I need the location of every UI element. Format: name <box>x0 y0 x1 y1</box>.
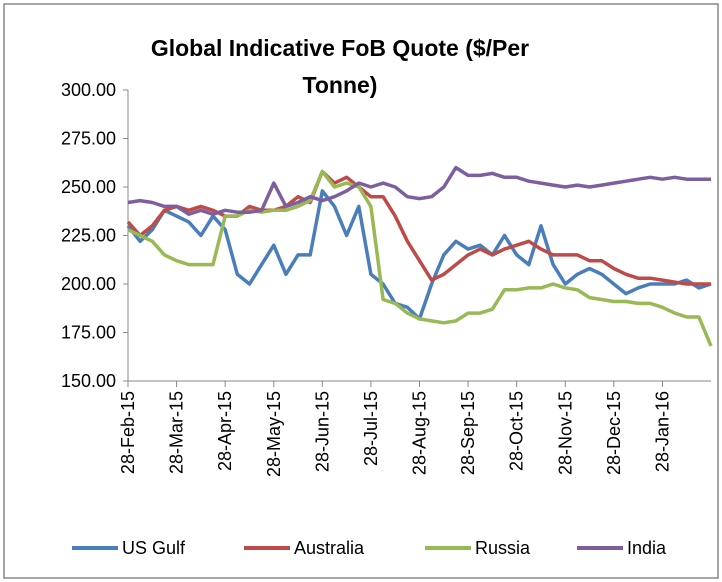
x-tick-label: 28-Nov-15 <box>555 391 575 475</box>
x-tick-label: 28-May-15 <box>264 391 284 477</box>
x-tick-label: 28-Apr-15 <box>215 391 235 471</box>
legend-label: Australia <box>294 538 365 558</box>
legend-label: India <box>627 538 667 558</box>
x-tick-label: 28-Jun-15 <box>312 391 332 472</box>
x-tick-label: 28-Sep-15 <box>458 391 478 475</box>
y-tick-label: 200.00 <box>61 274 116 294</box>
x-tick-label: 28-Jan-16 <box>652 391 672 472</box>
y-tick-label: 275.00 <box>61 129 116 149</box>
x-tick-label: 28-Jul-15 <box>361 391 381 466</box>
legend-label: US Gulf <box>122 538 186 558</box>
y-tick-label: 175.00 <box>61 323 116 343</box>
x-tick-label: 28-Aug-15 <box>410 391 430 475</box>
x-tick-label: 28-Mar-15 <box>167 391 187 474</box>
y-tick-label: 150.00 <box>61 371 116 391</box>
y-tick-label: 250.00 <box>61 177 116 197</box>
chart-frame <box>3 3 719 579</box>
chart-title: Global Indicative FoB Quote ($/Per Tonne… <box>150 35 530 98</box>
x-tick-label: 28-Dec-15 <box>604 391 624 475</box>
x-tick-label: 28-Feb-15 <box>118 391 138 474</box>
x-tick-label: 28-Oct-15 <box>507 391 527 471</box>
legend-label: Russia <box>475 538 531 558</box>
y-tick-label: 225.00 <box>61 226 116 246</box>
series-line <box>127 165 711 216</box>
y-tick-label: 300.00 <box>61 80 116 100</box>
series-line <box>127 169 713 347</box>
